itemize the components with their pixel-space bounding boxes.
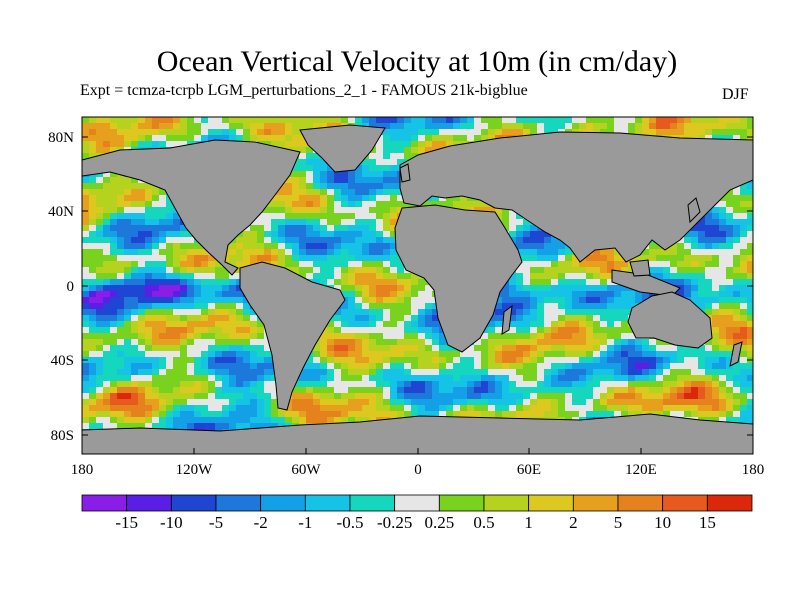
colorbar-labels: -15 -10 -5 -2 -1 -0.5 -0.25 0.25 0.5 1 2 5 10 15: [115, 513, 716, 532]
lat-tick-label: 40S: [51, 353, 74, 369]
colorbar-label: -1: [298, 513, 312, 532]
colorbar-label: 2: [569, 513, 578, 532]
colorbar-swatch: [438, 494, 485, 512]
land-antarctica: [82, 413, 753, 454]
land-greenland: [299, 124, 386, 173]
lat-tick-label: 80S: [51, 428, 74, 444]
lat-tick-label: 40N: [48, 204, 74, 220]
colorbar-swatch: [572, 494, 619, 512]
land-masses: [82, 124, 753, 454]
map-area: [82, 117, 753, 454]
land-eurasia: [399, 131, 753, 263]
lon-tick-label: 120W: [176, 462, 214, 478]
land-north-america: [82, 139, 301, 276]
land-madagascar: [501, 304, 513, 335]
colorbar-label: 15: [699, 513, 716, 532]
colorbar-swatch: [706, 494, 753, 512]
colorbar-label: 0.25: [424, 513, 454, 532]
colorbar-swatch: [483, 494, 530, 512]
colorbar-swatch: [349, 494, 396, 512]
colorbar-swatch: [126, 494, 172, 512]
colorbar-label: -15: [115, 513, 138, 532]
colorbar-swatch: [260, 494, 306, 512]
colorbar-label: -5: [209, 513, 223, 532]
lon-tick-label: 60W: [291, 462, 321, 478]
colorbar-label: 0.5: [473, 513, 494, 532]
land-africa: [394, 204, 523, 353]
lon-tick-label: 180: [742, 462, 765, 478]
colorbar-label: 1: [524, 513, 533, 532]
land-australia: [627, 291, 713, 349]
colorbar-label: -0.25: [377, 513, 412, 532]
colorbar-swatch: [170, 494, 217, 512]
colorbar-swatch: [304, 494, 351, 512]
land-south-america: [239, 261, 346, 411]
lat-tick-label: 0: [67, 279, 75, 295]
land-british-isles: [399, 163, 411, 183]
colorbar-label: 5: [614, 513, 623, 532]
colorbar-swatch: [528, 494, 574, 512]
colorbar-label: 10: [654, 513, 671, 532]
land-new-zealand: [729, 341, 743, 367]
colorbar-swatch: [215, 494, 262, 512]
colorbar-label: -10: [160, 513, 183, 532]
colorbar-swatch: [394, 494, 440, 512]
lon-tick-label: 0: [414, 462, 422, 478]
colorbar-label: -2: [254, 513, 268, 532]
land-japan: [687, 197, 701, 224]
lon-axis: [81, 448, 754, 454]
colorbar-swatch: [81, 494, 128, 512]
map-title: Ocean Vertical Velocity at 10m (in cm/da…: [156, 45, 678, 78]
lon-tick-label: 120E: [625, 462, 657, 478]
land-borneo: [629, 259, 651, 277]
colorbar-swatch: [662, 494, 708, 512]
colorbar-label: -0.5: [337, 513, 364, 532]
lon-tick-label: 180: [71, 462, 94, 478]
colorbar-swatch: [617, 494, 664, 512]
lon-tick-label: 60E: [517, 462, 541, 478]
lat-axis: [82, 136, 753, 436]
lat-tick-label: 80N: [48, 130, 74, 146]
season-label: DJF: [722, 86, 749, 103]
colorbar: [81, 494, 753, 512]
experiment-subtitle: Expt = tcmza-tcrpb LGM_perturbations_2_1…: [80, 82, 528, 99]
